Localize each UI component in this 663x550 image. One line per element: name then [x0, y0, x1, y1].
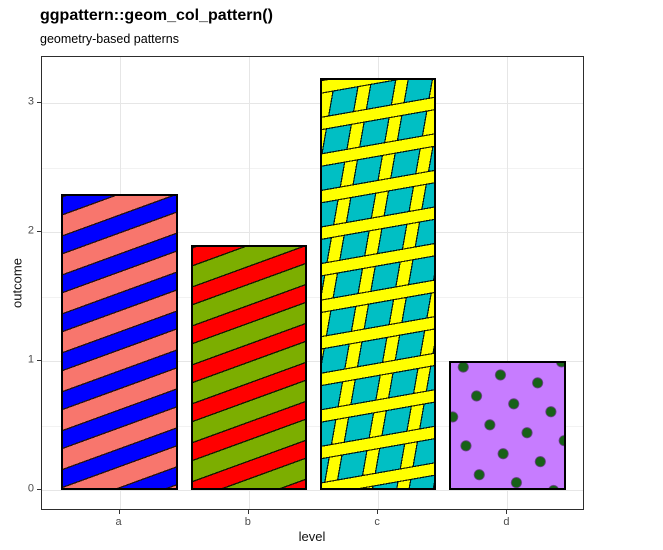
x-axis-title: level: [298, 529, 326, 544]
bar-d: [449, 361, 566, 491]
gridline-major-h: [42, 361, 583, 363]
bar-c: [319, 77, 437, 491]
gridline-minor-h: [42, 167, 583, 169]
x-tick-label: a: [115, 516, 122, 528]
y-tick-label: 2: [27, 224, 34, 237]
plot-subtitle: geometry-based patterns: [40, 32, 179, 46]
x-tick-label: b: [244, 516, 251, 528]
gridline-minor-h: [42, 296, 583, 298]
bar-b: [190, 245, 308, 491]
y-tick-mark: [37, 102, 41, 104]
y-tick-label: 0: [27, 482, 34, 495]
x-tick-label: c: [374, 516, 380, 528]
plot-title: ggpattern::geom_col_pattern(): [40, 7, 273, 24]
gridline-major-v: [507, 57, 509, 509]
gridline-major-h: [42, 103, 583, 105]
y-tick-mark: [37, 231, 41, 233]
gridline-major-h: [42, 232, 583, 234]
y-tick-label: 1: [27, 353, 34, 366]
bar-a: [61, 193, 178, 491]
plot-panel: [41, 56, 584, 510]
x-tick-mark: [377, 510, 379, 514]
y-axis-title: outcome: [9, 258, 25, 308]
x-tick-mark: [247, 510, 249, 514]
x-tick-mark: [118, 510, 120, 514]
gridline-minor-h: [42, 425, 583, 427]
y-tick-mark: [37, 489, 41, 491]
gridline-major-h: [42, 490, 583, 492]
x-tick-mark: [506, 510, 508, 514]
y-tick-label: 3: [27, 95, 34, 108]
y-tick-mark: [37, 360, 41, 362]
x-tick-label: d: [503, 516, 510, 528]
